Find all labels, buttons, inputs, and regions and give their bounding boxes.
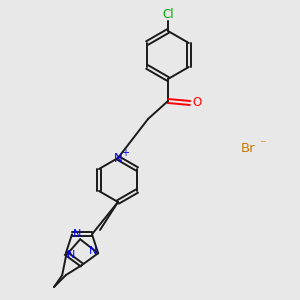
Text: N: N bbox=[114, 152, 122, 164]
Text: N: N bbox=[67, 250, 75, 260]
Text: +: + bbox=[121, 148, 129, 158]
Text: N: N bbox=[73, 229, 81, 239]
Text: Cl: Cl bbox=[162, 8, 174, 22]
Text: Br: Br bbox=[241, 142, 255, 154]
Text: O: O bbox=[192, 97, 202, 110]
Text: ⁻: ⁻ bbox=[259, 139, 265, 152]
Text: N: N bbox=[89, 246, 98, 256]
